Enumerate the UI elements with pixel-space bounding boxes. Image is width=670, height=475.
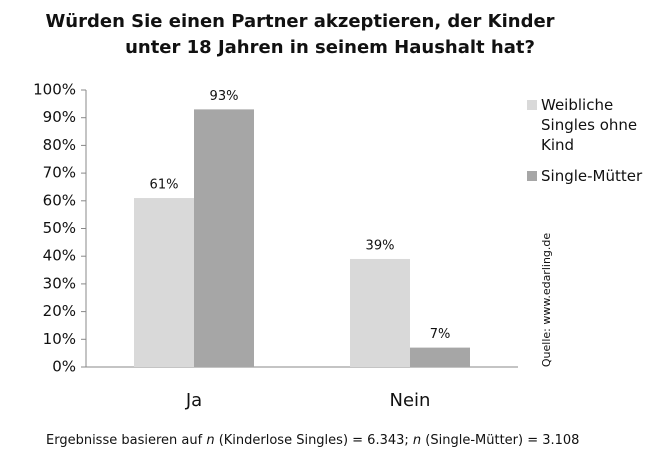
x-tick-label: Ja	[185, 390, 202, 411]
footnote-part: n	[206, 433, 214, 448]
bar	[194, 109, 254, 367]
footnote-part: (Single-Mütter) = 3.108	[421, 433, 579, 448]
y-tick-label: 20%	[43, 302, 76, 320]
legend-label: Single-Mütter	[541, 167, 643, 185]
legend-entry: Single-Mütter	[527, 166, 657, 186]
source: Quelle: www.edarling.de	[540, 233, 553, 368]
bar	[350, 258, 410, 367]
legend-swatch	[527, 100, 537, 110]
bar	[134, 198, 194, 367]
chart-title: Würden Sie einen Partner akzeptieren, de…	[45, 11, 554, 32]
y-tick-label: 30%	[43, 274, 76, 292]
x-tick-label: Nein	[390, 390, 431, 411]
y-tick-label: 80%	[43, 136, 76, 154]
legend-swatch	[527, 171, 537, 181]
y-tick-label: 40%	[43, 247, 76, 265]
data-label: 93%	[210, 89, 239, 104]
data-label: 61%	[150, 178, 179, 193]
footnote: Ergebnisse basieren auf n (Kinderlose Si…	[46, 433, 579, 448]
data-label: 7%	[430, 327, 451, 342]
y-tick-label: 70%	[43, 164, 76, 182]
legend-label: Weibliche Singles ohne Kind	[541, 96, 638, 154]
bar	[410, 347, 470, 367]
y-tick-label: 100%	[33, 81, 76, 99]
y-tick-label: 0%	[52, 358, 76, 376]
y-tick-label: 10%	[43, 330, 76, 348]
footnote-part: (Kinderlose Singles) = 6.343;	[215, 433, 413, 448]
footnote-part: Ergebnisse basieren auf	[46, 433, 206, 448]
legend-entry: Weibliche Singles ohne Kind	[527, 95, 657, 155]
footnote-part: n	[413, 433, 421, 448]
y-tick-label: 50%	[43, 219, 76, 237]
data-label: 39%	[366, 238, 395, 253]
y-tick-label: 60%	[43, 191, 76, 209]
y-tick-label: 90%	[43, 108, 76, 126]
chart-title: unter 18 Jahren in seinem Haushalt hat?	[125, 37, 535, 58]
